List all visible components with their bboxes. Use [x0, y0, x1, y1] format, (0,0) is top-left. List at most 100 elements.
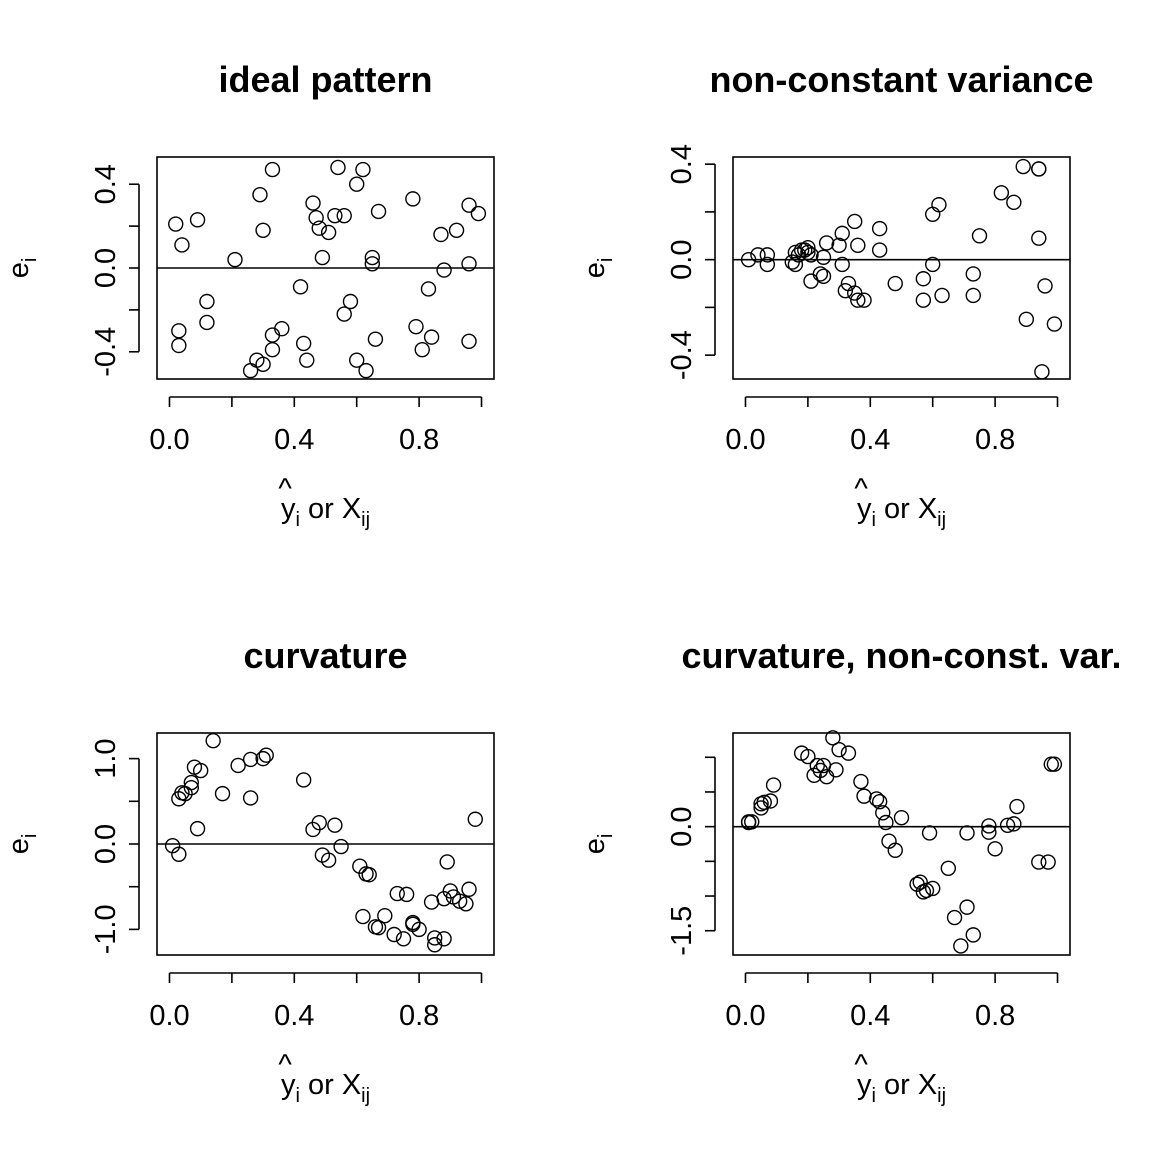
data-point	[1031, 230, 1047, 246]
data-point	[264, 161, 281, 178]
data-point	[199, 314, 215, 331]
x-tick-label: 0.8	[399, 1000, 439, 1032]
data-point	[355, 908, 371, 925]
data-point	[377, 908, 393, 924]
x-tick-label: 0.8	[975, 424, 1015, 456]
data-point	[367, 331, 384, 347]
data-point	[1009, 798, 1025, 815]
data-point	[255, 750, 271, 767]
data-point	[320, 224, 337, 241]
data-point	[759, 256, 776, 273]
y-tick-label: 0.4	[90, 164, 122, 204]
data-point	[925, 206, 941, 222]
data-point	[834, 225, 850, 242]
data-point	[965, 287, 981, 304]
data-point	[1046, 756, 1063, 772]
x-axis-label: yi or Xij	[857, 1069, 946, 1107]
data-point	[192, 762, 209, 779]
y-axis-label: ei	[579, 834, 617, 855]
data-point	[364, 249, 381, 266]
data-point	[467, 811, 483, 827]
data-point	[850, 292, 866, 308]
data-point	[765, 777, 782, 793]
plot-frame	[732, 156, 1071, 380]
data-point	[355, 161, 371, 178]
data-point	[925, 880, 941, 897]
data-point	[787, 256, 804, 273]
data-point	[230, 757, 246, 774]
data-point	[815, 268, 832, 285]
data-point	[458, 896, 474, 912]
data-point	[274, 321, 290, 337]
data-point	[815, 249, 832, 265]
chart-title: ideal pattern	[218, 59, 432, 100]
x-tick-label: 0.4	[850, 1000, 890, 1032]
data-point	[171, 337, 187, 354]
data-point	[227, 251, 243, 268]
data-point	[320, 852, 337, 868]
data-point	[1046, 316, 1063, 332]
data-point	[292, 279, 309, 295]
chart-title: non-constant variance	[709, 59, 1093, 100]
data-point	[999, 817, 1016, 833]
data-point	[361, 867, 377, 883]
data-point	[915, 884, 932, 900]
data-point	[850, 237, 866, 254]
data-point	[183, 779, 200, 796]
x-axis-label-hat: ^	[854, 473, 868, 505]
data-point	[342, 293, 359, 310]
data-point	[461, 197, 477, 213]
y-tick-label: -0.4	[666, 330, 698, 380]
data-point	[205, 732, 221, 749]
data-point	[828, 762, 844, 778]
data-point	[436, 890, 452, 907]
data-point	[352, 858, 368, 874]
chart-panel-4: curvature, non-const. var. 0.0 0.4 0.8 -1.5 0…	[579, 635, 1122, 1107]
y-tick-label: 0.0	[90, 248, 122, 288]
y-tick-label: 0.0	[90, 824, 122, 864]
data-point	[756, 794, 772, 811]
x-tick-label: 0.8	[975, 1000, 1015, 1032]
data-point	[1040, 854, 1056, 870]
data-point	[433, 226, 449, 243]
x-axis-label-hat: ^	[278, 473, 292, 505]
data-point	[837, 282, 854, 299]
data-point	[295, 772, 312, 788]
data-point	[189, 820, 206, 837]
data-point	[846, 213, 863, 230]
x-tick-label: 0.0	[149, 424, 189, 456]
scatter-points	[164, 732, 483, 953]
x-tick-label: 0.0	[725, 1000, 765, 1032]
data-point	[336, 306, 352, 322]
data-point	[420, 281, 437, 297]
chart-title: curvature	[243, 635, 407, 676]
data-point	[427, 930, 443, 946]
data-point	[358, 362, 374, 379]
data-point	[386, 926, 402, 943]
data-point	[856, 292, 872, 308]
data-point	[868, 791, 885, 807]
data-point	[871, 220, 888, 237]
chart-title: curvature, non-const. var.	[681, 635, 1121, 676]
data-point	[812, 762, 829, 779]
data-point	[436, 931, 452, 947]
data-point	[336, 207, 352, 224]
data-point	[189, 212, 206, 228]
data-point	[834, 256, 850, 273]
data-point	[242, 362, 259, 379]
data-point	[1006, 816, 1022, 832]
data-point	[333, 838, 349, 855]
data-point	[171, 323, 187, 339]
y-axis-label: ei	[579, 258, 617, 279]
data-point	[242, 790, 259, 806]
data-point	[887, 275, 903, 292]
data-point	[349, 176, 365, 192]
chart-panel-1: ideal pattern 0.0 0.4 0.8 -0.4 0.0 0.4 yi or Xi…	[3, 59, 495, 531]
data-point	[264, 327, 281, 343]
chart-panel-2: non-constant variance 0.0 0.4 0.8 -0.4 0.0 0.4…	[579, 59, 1094, 531]
data-point	[311, 814, 327, 831]
scatter-points	[168, 159, 487, 379]
data-point	[803, 247, 819, 263]
data-point	[953, 938, 969, 954]
data-point	[959, 899, 975, 915]
